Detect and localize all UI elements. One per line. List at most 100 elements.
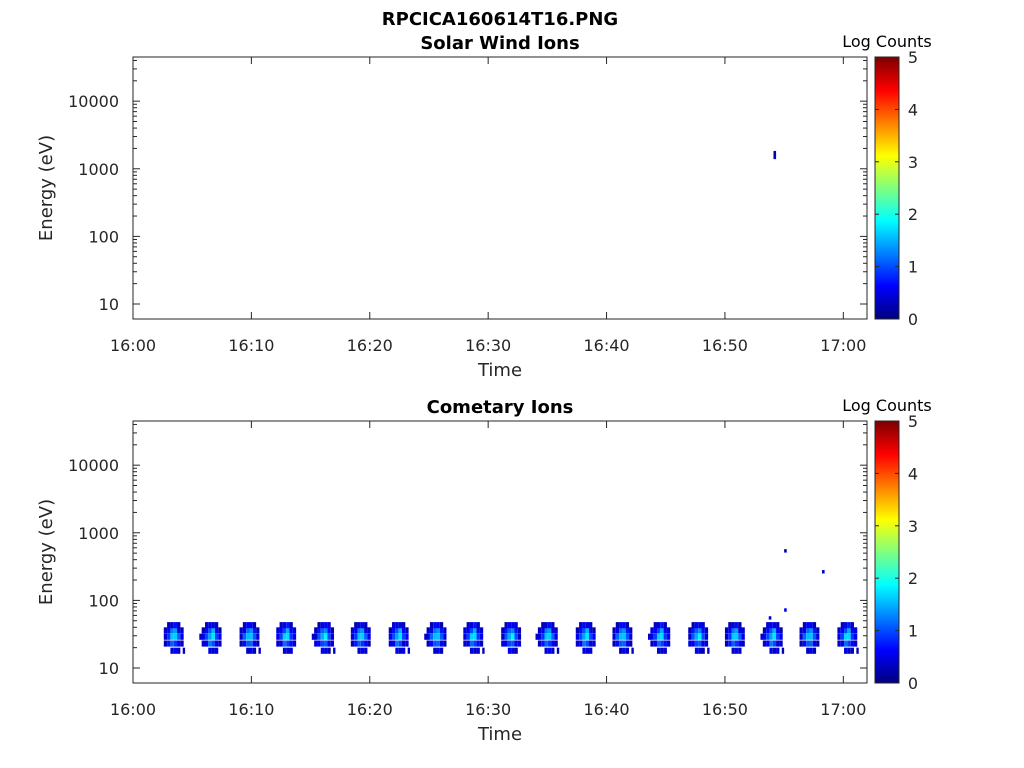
colorbar-strip	[875, 316, 899, 318]
colorbar-strip	[875, 629, 899, 631]
y-axis-label: Energy (eV)	[36, 499, 57, 605]
heatmap-cell	[289, 622, 293, 629]
heatmap-cell	[324, 627, 328, 634]
heatmap-cell	[360, 640, 365, 647]
heatmap-cell	[853, 633, 858, 640]
colorbar-strip	[875, 625, 899, 627]
colorbar-strip	[875, 637, 899, 639]
colorbar-strip	[875, 468, 899, 470]
heatmap-cell	[585, 622, 590, 629]
colorbar-strip	[875, 292, 899, 294]
colorbar-strip	[875, 450, 899, 452]
heatmap-cell	[433, 647, 437, 654]
colorbar-strip	[875, 656, 899, 658]
heatmap-cell	[249, 622, 253, 629]
colorbar-strip	[875, 263, 899, 265]
colorbar-strip	[875, 61, 899, 63]
plot-frame	[132, 56, 868, 320]
heatmap-cell	[289, 640, 293, 647]
colorbar-strip	[875, 179, 899, 181]
colorbar-strip	[875, 640, 899, 642]
heatmap-cell	[357, 622, 361, 629]
heatmap-cell	[246, 622, 250, 629]
colorbar-strip	[875, 608, 899, 610]
heatmap-cell	[286, 622, 290, 629]
heatmap-cell	[436, 627, 440, 634]
colorbar-frame	[874, 420, 900, 684]
colorbar-strip	[875, 591, 899, 593]
colorbar-strip	[875, 445, 899, 447]
colorbar-strip	[875, 247, 899, 249]
colorbar-strip	[875, 258, 899, 260]
colorbar-strip	[875, 540, 899, 542]
colorbar-strip	[875, 86, 899, 88]
colorbar-strip	[875, 448, 899, 450]
heatmap-cell	[738, 647, 742, 654]
heatmap-cell	[211, 622, 215, 629]
colorbar-strip	[875, 435, 899, 437]
colorbar-tick-label: 3	[908, 517, 918, 536]
y-axis: 10 100 1000 10000	[68, 59, 867, 314]
colorbar-strip	[875, 60, 899, 62]
heatmap-cell	[201, 633, 205, 640]
colorbar-strip	[875, 128, 899, 130]
colorbar-strip	[875, 315, 899, 317]
colorbar-strip	[875, 65, 899, 67]
heatmap-cell	[173, 647, 178, 654]
colorbar-strip	[875, 206, 899, 208]
heatmap-cell	[547, 622, 552, 629]
colorbar-strip	[875, 288, 899, 290]
colorbar-strip	[875, 596, 899, 598]
heatmap-cell	[473, 622, 477, 629]
colorbar-strip	[875, 106, 899, 108]
heatmap-cell	[769, 627, 773, 634]
colorbar-strip	[875, 502, 899, 504]
colorbar-strip	[875, 616, 899, 618]
colorbar-strip	[875, 174, 899, 176]
heatmap-cell	[809, 627, 813, 634]
heatmap-cell	[320, 633, 325, 640]
heatmap-cell	[507, 633, 512, 640]
colorbar-strip	[875, 82, 899, 84]
heatmap-cell	[282, 647, 287, 654]
colorbar-strip	[875, 93, 899, 95]
colorbar-strip	[875, 77, 899, 79]
colorbar-strip	[875, 561, 899, 563]
heatmap-cell	[585, 633, 590, 640]
plot-frame	[132, 420, 868, 684]
colorbar-strip	[875, 594, 899, 596]
colorbar-tick-label: 0	[908, 674, 918, 693]
colorbar-strip	[875, 309, 899, 311]
colorbar-strip	[875, 628, 899, 630]
heatmap-cell	[354, 622, 358, 629]
heatmap-cell	[850, 640, 854, 647]
heatmap-cell	[541, 627, 545, 634]
heatmap-cell	[208, 622, 212, 629]
heatmap-cell	[772, 633, 777, 640]
colorbar-strip	[875, 549, 899, 551]
colorbar-strip	[875, 282, 899, 284]
heatmap-cell	[544, 627, 548, 634]
heatmap-cell	[844, 640, 848, 647]
colorbar-strip	[875, 661, 899, 663]
heatmap-cell	[514, 647, 518, 654]
colorbar-strip	[875, 245, 899, 247]
colorbar-strip	[875, 212, 899, 214]
heatmap-cell	[802, 640, 807, 647]
heatmap-cell	[426, 640, 430, 647]
heatmap-cell	[324, 640, 328, 647]
heatmap-cell	[218, 627, 222, 634]
colorbar-strip	[875, 484, 899, 486]
colorbar-strip	[875, 189, 899, 191]
colorbar-strip	[875, 68, 899, 70]
colorbar-strip	[875, 622, 899, 624]
colorbar-strip	[875, 300, 899, 302]
heatmap-cell	[551, 622, 555, 629]
heatmap-cell	[314, 633, 318, 640]
colorbar-strip	[875, 574, 899, 576]
x-tick-label: 16:40	[583, 336, 629, 355]
heatmap-cell	[286, 627, 290, 634]
heatmap-cell	[279, 627, 283, 634]
heatmap-cell	[837, 627, 841, 634]
heatmap-cell	[473, 647, 477, 654]
